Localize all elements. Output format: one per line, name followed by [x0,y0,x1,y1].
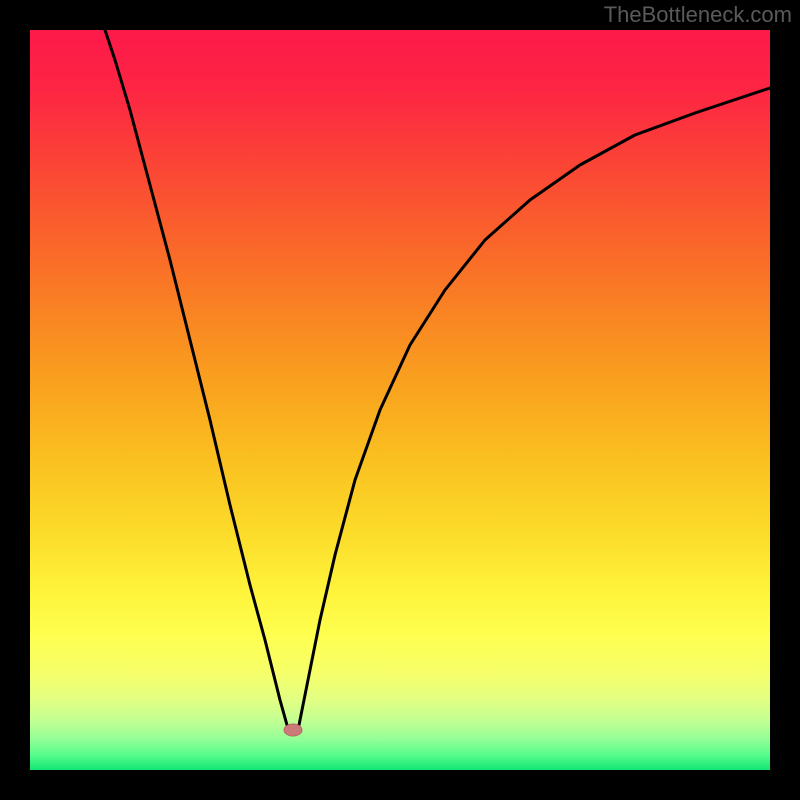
chart-plot-background [30,30,770,770]
bottleneck-marker [284,724,302,736]
chart-container: TheBottleneck.com [0,0,800,800]
watermark-text: TheBottleneck.com [604,2,792,28]
bottleneck-chart-svg [0,0,800,800]
